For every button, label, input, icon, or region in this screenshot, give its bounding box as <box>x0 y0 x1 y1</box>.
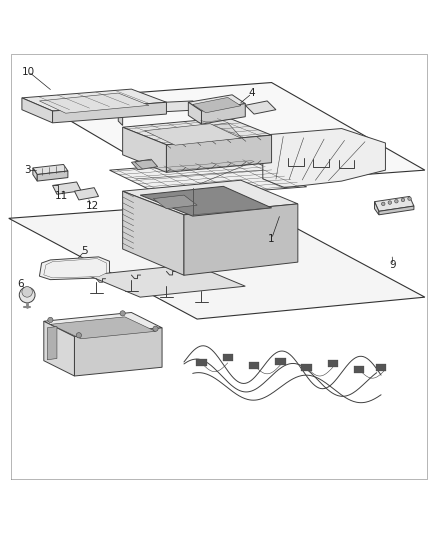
Polygon shape <box>196 359 207 366</box>
Polygon shape <box>374 201 379 215</box>
Text: 12: 12 <box>85 201 99 211</box>
Polygon shape <box>245 101 276 114</box>
Polygon shape <box>44 312 162 336</box>
Polygon shape <box>47 327 57 360</box>
Polygon shape <box>354 366 364 373</box>
Polygon shape <box>44 259 106 278</box>
Polygon shape <box>263 128 385 188</box>
Circle shape <box>120 311 125 316</box>
Polygon shape <box>33 168 37 181</box>
Polygon shape <box>74 188 99 200</box>
Polygon shape <box>118 101 201 114</box>
Polygon shape <box>110 159 307 198</box>
Polygon shape <box>166 135 272 172</box>
Circle shape <box>408 197 411 200</box>
Text: 1: 1 <box>268 234 275 244</box>
Polygon shape <box>328 360 338 367</box>
Polygon shape <box>145 124 241 145</box>
Polygon shape <box>35 83 425 188</box>
Polygon shape <box>379 206 414 215</box>
Text: 3: 3 <box>24 165 31 175</box>
Polygon shape <box>188 95 245 111</box>
Polygon shape <box>184 204 298 275</box>
Circle shape <box>76 333 81 338</box>
Polygon shape <box>123 118 272 145</box>
Polygon shape <box>275 358 286 365</box>
Circle shape <box>48 317 53 322</box>
Polygon shape <box>22 89 166 111</box>
Polygon shape <box>153 195 197 209</box>
Polygon shape <box>123 191 184 275</box>
Polygon shape <box>376 364 386 371</box>
Polygon shape <box>118 104 123 125</box>
Polygon shape <box>39 257 110 280</box>
Polygon shape <box>123 127 166 172</box>
Text: 4: 4 <box>248 88 255 99</box>
Text: 6: 6 <box>18 279 25 289</box>
Polygon shape <box>37 171 68 181</box>
Polygon shape <box>53 102 166 123</box>
Circle shape <box>19 287 35 303</box>
Circle shape <box>153 326 158 332</box>
Polygon shape <box>201 103 245 124</box>
Circle shape <box>388 201 392 204</box>
Text: 9: 9 <box>389 260 396 270</box>
Polygon shape <box>301 364 312 371</box>
Polygon shape <box>193 98 241 113</box>
Polygon shape <box>50 317 155 339</box>
Polygon shape <box>123 180 298 215</box>
Polygon shape <box>53 182 81 194</box>
Circle shape <box>395 199 398 203</box>
Circle shape <box>381 202 385 206</box>
Polygon shape <box>44 321 74 376</box>
Polygon shape <box>39 93 149 113</box>
Polygon shape <box>22 98 53 123</box>
Text: 5: 5 <box>81 246 88 256</box>
Polygon shape <box>9 201 425 319</box>
Polygon shape <box>74 328 162 376</box>
Polygon shape <box>131 159 158 169</box>
Polygon shape <box>374 197 414 211</box>
Polygon shape <box>140 187 272 216</box>
Polygon shape <box>33 165 68 174</box>
Circle shape <box>22 287 32 297</box>
Polygon shape <box>249 361 259 368</box>
Text: 11: 11 <box>55 191 68 201</box>
Polygon shape <box>88 264 245 297</box>
Polygon shape <box>210 123 241 140</box>
Polygon shape <box>188 102 201 124</box>
Text: 10: 10 <box>22 67 35 77</box>
Polygon shape <box>223 354 233 361</box>
Circle shape <box>401 198 405 201</box>
